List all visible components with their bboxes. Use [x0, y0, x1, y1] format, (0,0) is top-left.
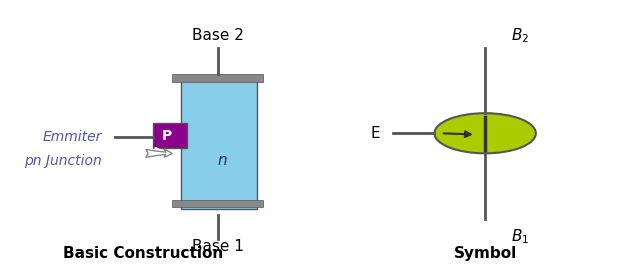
Bar: [152, 123, 188, 148]
Text: E: E: [371, 126, 381, 141]
Text: $B_1$: $B_1$: [511, 227, 529, 246]
Circle shape: [435, 113, 536, 153]
Bar: [172, 74, 264, 82]
Text: P: P: [162, 129, 172, 143]
FancyBboxPatch shape: [181, 78, 257, 209]
Text: Base 1: Base 1: [192, 239, 244, 254]
Bar: [172, 200, 264, 207]
Text: Emmiter: Emmiter: [42, 130, 102, 144]
Text: $B_2$: $B_2$: [511, 26, 529, 45]
Text: Symbol: Symbol: [454, 246, 516, 261]
Text: Base 2: Base 2: [192, 28, 244, 43]
Text: n: n: [218, 153, 227, 168]
Text: Basic Construction: Basic Construction: [63, 246, 223, 261]
Text: pn Junction: pn Junction: [24, 154, 102, 168]
